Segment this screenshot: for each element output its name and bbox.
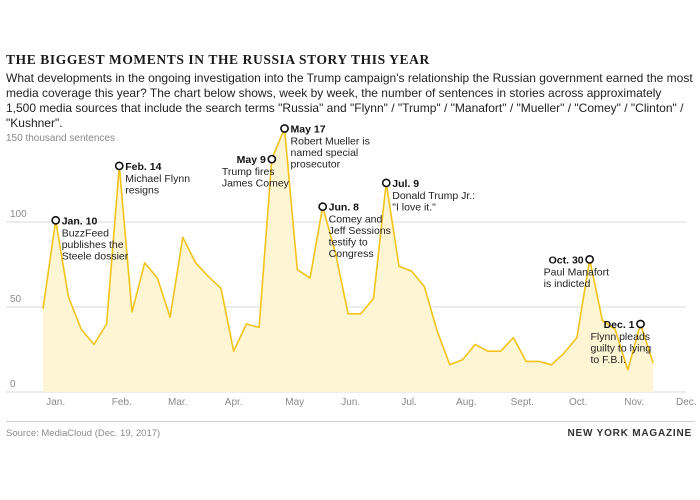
- annotation-date: May 17: [291, 124, 326, 136]
- annotation-marker: [636, 319, 645, 329]
- series-line: [42, 127, 654, 371]
- annotation-text: is indicted: [544, 278, 591, 290]
- annotation-marker: [267, 154, 277, 164]
- annotation-date: May 9: [237, 154, 266, 166]
- annotation-text: Michael Flynn: [125, 173, 190, 185]
- annotation-text: publishes the: [62, 239, 124, 251]
- x-tick-label: Apr.: [225, 397, 243, 408]
- annotation-text: resigns: [125, 184, 159, 196]
- source-note: Source: MediaCloud (Dec. 19, 2017): [6, 428, 161, 439]
- x-tick-label: Mar.: [168, 397, 187, 408]
- annotation-marker: [280, 124, 289, 133]
- x-tick-label: Sept.: [511, 397, 534, 408]
- x-tick-label: Oct.: [569, 397, 587, 408]
- y-tick-label: 0: [10, 379, 16, 390]
- x-tick-label: Aug.: [456, 397, 477, 408]
- annotation-text: James Comey: [222, 178, 290, 190]
- annotation-text: testify to: [329, 237, 368, 249]
- annotation-text: Trump fires: [222, 166, 275, 178]
- axis-ticks: 50 100 0 150 thousand sentences Jan. Feb. Mar.…: [6, 133, 697, 408]
- annotation-text: Congress: [329, 248, 374, 260]
- annotation-text: BuzzFeed: [62, 227, 109, 239]
- annotation-marker: [114, 161, 124, 171]
- annotation-text: guilty to lying: [591, 343, 652, 355]
- annotation-text: Comey and: [329, 214, 383, 226]
- annotation-text: Steele dossier: [62, 250, 129, 262]
- chart-subtitle: What developments in the ongoing investi…: [6, 71, 693, 130]
- annotation-date: Feb. 14: [125, 161, 161, 173]
- series-fill: [43, 128, 654, 392]
- annotation-date: Dec. 1: [604, 319, 635, 331]
- annotation-text: "I love it.": [392, 201, 436, 213]
- annotation-marker: [318, 202, 328, 212]
- x-tick-label: May: [285, 397, 304, 408]
- annotation-text: Flynn pleads: [591, 331, 651, 343]
- x-tick-label: Jun.: [341, 397, 360, 408]
- x-tick-label: Jul.: [401, 397, 417, 408]
- y-axis-label: 150 thousand sentences: [6, 133, 115, 144]
- annotation-text: Robert Mueller is: [291, 136, 370, 148]
- x-tick-label: Dec.: [676, 397, 697, 408]
- annotation-date: Jun. 8: [329, 202, 360, 214]
- x-tick-label: Feb.: [112, 397, 132, 408]
- annotation-text: to F.B.I.: [591, 354, 627, 366]
- annotation-text: named special: [291, 147, 359, 159]
- y-tick-label: 50: [10, 294, 22, 305]
- annotation-text: Donald Trump Jr.:: [392, 190, 475, 202]
- y-tick-label: 100: [10, 209, 27, 220]
- annotation-date: Jul. 9: [392, 178, 419, 190]
- annotation-text: Paul Manafort: [544, 266, 609, 278]
- annotation-date: Oct. 30: [549, 254, 584, 266]
- publisher-credit: NEW YORK MAGAZINE: [567, 428, 692, 439]
- annotation-date: Jan. 10: [62, 215, 98, 227]
- footer-divider: [6, 421, 695, 422]
- annotation-marker: [381, 178, 391, 188]
- x-tick-label: Jan.: [46, 397, 65, 408]
- series-area: [42, 127, 654, 392]
- x-tick-label: Nov.: [624, 397, 644, 408]
- chart-title: THE BIGGEST MOMENTS IN THE RUSSIA STORY …: [6, 52, 430, 67]
- annotation-text: Jeff Sessions: [329, 225, 391, 237]
- annotation-marker: [585, 254, 595, 264]
- annotation-marker: [51, 215, 61, 225]
- annotation-text: prosecutor: [291, 159, 341, 171]
